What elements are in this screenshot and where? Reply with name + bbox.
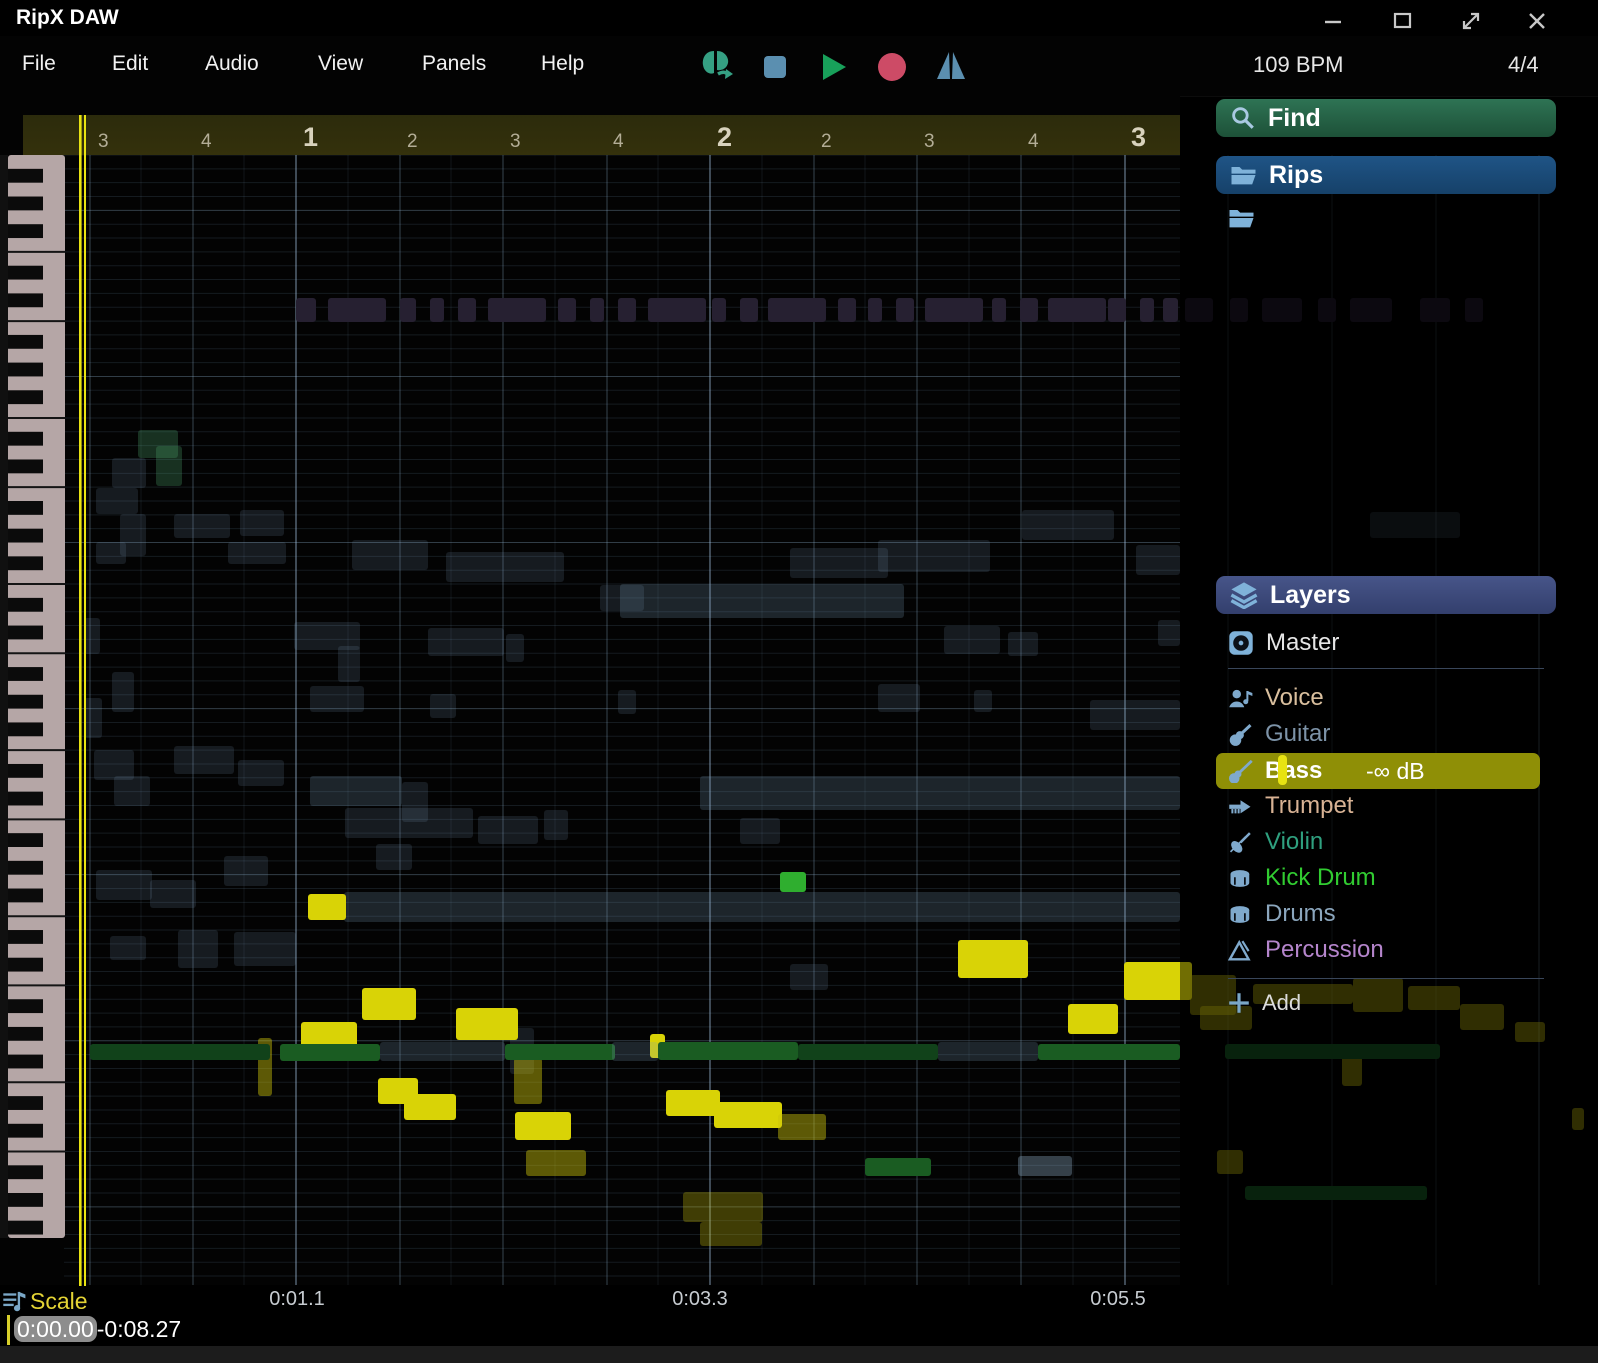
guitar-icon (1229, 723, 1252, 746)
find-panel-header[interactable]: Find (1216, 99, 1556, 137)
bottom-strip (0, 1346, 1598, 1363)
time-label: 0:01.1 (269, 1288, 325, 1310)
menu-audio[interactable]: Audio (205, 52, 259, 75)
resize-button[interactable] (1458, 8, 1484, 34)
layer-label: Bass (1265, 757, 1323, 784)
divider (1228, 668, 1544, 669)
folder-icon (1229, 210, 1254, 228)
ruler-mark-4: 4 (201, 131, 212, 152)
ruler-mark-3: 3 (510, 131, 521, 152)
titlebar: RipX DAW (0, 0, 1598, 36)
statusbar: 0:00.00 -0:08.27 (0, 1314, 1598, 1346)
percussion-icon (1228, 939, 1251, 960)
drum-icon (1230, 869, 1250, 887)
trumpet-icon (1229, 799, 1251, 813)
metronome-icon[interactable] (934, 48, 968, 84)
add-layer-button[interactable]: Add (1228, 990, 1301, 1016)
ruler-mark-4: 4 (1028, 131, 1039, 152)
ruler-mark-2: 2 (407, 131, 418, 152)
time-label: 0:03.3 (672, 1288, 728, 1310)
ruler-mark-3: 3 (1131, 122, 1147, 152)
layer-row-guitar[interactable]: Guitar (1216, 717, 1556, 751)
time-ruler-row: Scale 0:01.1 0:03.3 0:05.5 (0, 1286, 1180, 1314)
record-button[interactable] (876, 48, 908, 84)
ruler-mark-2: 2 (717, 122, 733, 152)
minimize-button[interactable] (1320, 8, 1346, 34)
selection-end-time: -0:08.27 (96, 1316, 182, 1342)
menu-panels[interactable]: Panels (422, 52, 487, 75)
drum-icon (1230, 905, 1250, 923)
menu-edit[interactable]: Edit (112, 52, 149, 75)
layer-label: Guitar (1265, 720, 1331, 747)
bass-icon (1229, 759, 1253, 783)
layer-label: Drums (1265, 900, 1336, 927)
selection-start-time: 0:00.00 (14, 1316, 97, 1342)
layer-row-violin[interactable]: Violin (1216, 825, 1556, 859)
timeline-ruler[interactable]: 3 4 1 2 3 4 2 2 3 4 3 (23, 115, 1180, 155)
find-panel-label: Find (1268, 103, 1321, 132)
scale-button[interactable]: Scale (30, 1288, 88, 1314)
layer-label: Violin (1265, 828, 1324, 855)
time-label: 0:05.5 (1090, 1288, 1146, 1310)
play-button[interactable] (820, 48, 848, 84)
layer-gain-value[interactable]: -∞ dB (1366, 757, 1425, 784)
layer-label: Voice (1265, 684, 1324, 711)
layer-label: Kick Drum (1265, 864, 1376, 891)
voice-icon (1229, 689, 1253, 707)
gain-grip[interactable] (1278, 755, 1287, 785)
layer-label-master: Master (1266, 629, 1340, 656)
rip-folder-item[interactable] (1228, 206, 1255, 235)
close-button[interactable] (1524, 8, 1550, 34)
layer-row-kick-drum[interactable]: Kick Drum (1216, 861, 1556, 895)
stop-button[interactable] (762, 48, 790, 84)
selection-time-range: 0:00.00 -0:08.27 (14, 1316, 181, 1343)
layer-label: Percussion (1265, 936, 1384, 963)
layer-row-percussion[interactable]: Percussion (1216, 933, 1556, 967)
plus-icon (1229, 993, 1249, 1013)
layer-row-voice[interactable]: Voice (1216, 681, 1556, 715)
scale-note-icon (3, 1291, 26, 1312)
menu-help[interactable]: Help (541, 52, 585, 75)
layers-panel-header[interactable]: Layers (1216, 576, 1556, 614)
ruler-mark-3: 3 (924, 131, 935, 152)
piano-keyboard[interactable] (0, 0, 70, 1363)
layer-label: Trumpet (1265, 792, 1354, 819)
rips-panel-label: Rips (1269, 160, 1324, 189)
violin-icon (1229, 831, 1251, 853)
time-signature-display[interactable]: 4/4 (1508, 52, 1539, 77)
search-icon (1232, 107, 1254, 129)
status-playhead-tick (7, 1315, 10, 1345)
add-layer-label: Add (1262, 990, 1302, 1015)
layer-row-bass[interactable]: Bass -∞ dB (1216, 753, 1540, 789)
layer-row-master[interactable]: Master (1216, 626, 1556, 660)
maximize-button[interactable] (1390, 8, 1416, 34)
ruler-mark-2: 2 (821, 131, 832, 152)
layer-row-trumpet[interactable]: Trumpet (1216, 789, 1556, 823)
ruler-mark-4: 4 (613, 131, 624, 152)
bpm-display[interactable]: 109 BPM (1253, 52, 1344, 77)
ruler-mark-1: 1 (303, 122, 319, 152)
rips-panel-header[interactable]: Rips (1216, 156, 1556, 194)
ruler-mark-3: 3 (98, 131, 109, 152)
folder-icon (1231, 167, 1256, 185)
layers-panel-label: Layers (1270, 580, 1351, 609)
layer-row-drums[interactable]: Drums (1216, 897, 1556, 931)
master-icon (1229, 631, 1253, 655)
app-title: RipX DAW (16, 6, 119, 29)
divider (1228, 978, 1544, 979)
layers-icon (1230, 582, 1258, 609)
rip-brain-icon[interactable] (698, 48, 736, 84)
menu-view[interactable]: View (318, 52, 364, 75)
menu-file[interactable]: File (22, 52, 56, 75)
menubar: File Edit Audio View Panels Help 109 BPM… (0, 36, 1598, 97)
